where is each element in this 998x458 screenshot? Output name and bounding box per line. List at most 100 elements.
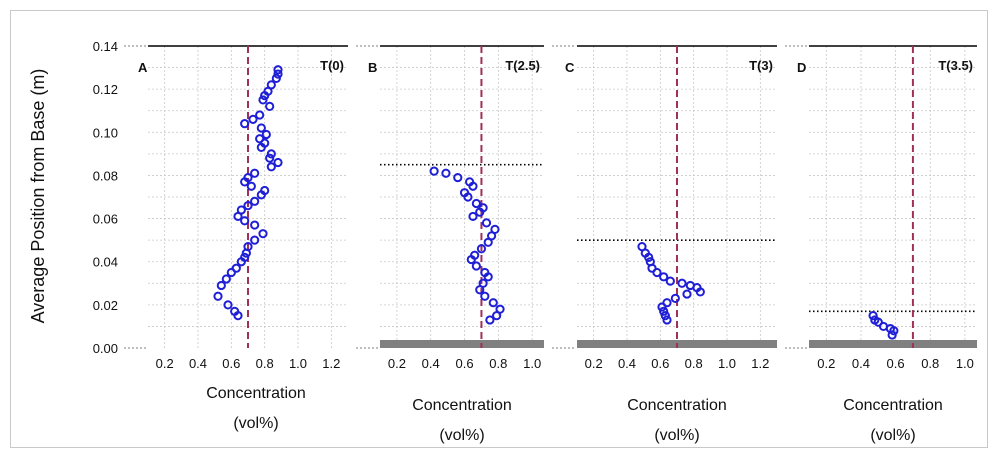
- x-axis-title-line1: Concentration: [412, 397, 512, 414]
- panel-d: 0.2 0.4 0.6 0.8 1.0 D T(3.5) Concentration (vol%…: [785, 45, 977, 444]
- data-point: [665, 276, 675, 286]
- data-point: [682, 289, 692, 299]
- x-tick-label: 1.0: [289, 356, 307, 371]
- x-axis-title-line1: Concentration: [206, 385, 306, 402]
- y-tick-label: 0.12: [93, 82, 118, 97]
- data-point: [476, 244, 487, 254]
- panel-letter: B: [368, 60, 377, 75]
- data-point: [256, 123, 266, 133]
- time-label: T(3.5): [938, 58, 973, 73]
- data-point: [468, 181, 478, 191]
- data-point: [233, 311, 243, 321]
- data-point: [258, 229, 268, 239]
- data-point: [273, 69, 283, 79]
- x-tick-label: 0.6: [455, 356, 473, 371]
- data-point: [492, 311, 502, 321]
- data-point: [481, 218, 492, 228]
- data-point: [475, 285, 485, 295]
- x-tick-label: 0.6: [651, 356, 669, 371]
- data-point: [216, 280, 226, 291]
- x-tick-label: 0.2: [156, 356, 174, 371]
- x-tick-label: 0.8: [921, 356, 939, 371]
- data-point: [659, 272, 669, 282]
- data-point: [246, 181, 256, 191]
- data-point: [453, 172, 463, 183]
- x-tick-label: 0.4: [852, 356, 870, 371]
- x-axis-title-line1: Concentration: [627, 397, 727, 414]
- data-point: [471, 261, 481, 271]
- panel-letter: C: [565, 60, 575, 75]
- data-point: [248, 114, 258, 124]
- time-label: T(3): [749, 58, 773, 73]
- data-point: [250, 235, 260, 245]
- data-point: [660, 311, 670, 321]
- data-point: [475, 207, 485, 217]
- data-point: [463, 192, 473, 202]
- data-point: [236, 257, 246, 267]
- data-point: [677, 278, 687, 288]
- x-tick-label: 0.8: [685, 356, 703, 371]
- data-point: [652, 267, 662, 278]
- x-axis-title-line2: (vol%): [654, 427, 699, 444]
- data-point: [240, 177, 250, 187]
- data-point: [240, 216, 250, 226]
- figure-frame: [10, 10, 988, 448]
- data-point: [662, 315, 672, 325]
- data-point: [256, 190, 266, 200]
- base-block: [380, 340, 544, 348]
- data-point: [266, 162, 276, 172]
- x-tick-label: 1.0: [718, 356, 736, 371]
- panel-a: 0.2 0.4 0.6 0.8 1.0 1.2 A T(0) Concentration (vol…: [124, 45, 348, 432]
- data-point: [223, 300, 233, 310]
- data-point: [261, 129, 271, 140]
- x-axis-title-line2: (vol%): [233, 415, 278, 432]
- y-axis: Average Position from Base (m) 0.00 0.02 0…: [28, 39, 118, 356]
- data-point: [889, 326, 899, 336]
- x-axis-title-line2: (vol%): [870, 427, 915, 444]
- y-tick-label: 0.06: [93, 212, 118, 227]
- data-point: [260, 91, 270, 101]
- data-point: [266, 149, 276, 159]
- y-tick-label: 0.00: [93, 341, 118, 356]
- x-tick-label: 0.4: [422, 356, 440, 371]
- data-point: [659, 306, 669, 316]
- data-point: [241, 248, 251, 258]
- data-point: [887, 330, 897, 340]
- panel-letter: D: [797, 60, 806, 75]
- x-tick-label: 0.2: [817, 356, 835, 371]
- data-point: [226, 267, 236, 278]
- data-point: [485, 315, 495, 325]
- x-tick-label: 1.2: [322, 356, 340, 371]
- data-point: [240, 119, 250, 129]
- data-point: [466, 254, 476, 265]
- data-point: [273, 65, 283, 75]
- data-point: [695, 287, 705, 297]
- data-point: [250, 220, 260, 230]
- data-point: [258, 95, 268, 105]
- data-point: [233, 211, 243, 222]
- x-tick-label: 0.6: [222, 356, 240, 371]
- data-point: [213, 291, 223, 301]
- data-point: [468, 211, 478, 222]
- base-block: [809, 340, 977, 348]
- x-tick-label: 0.4: [189, 356, 207, 371]
- x-tick-label: 0.6: [887, 356, 905, 371]
- y-tick-label: 0.02: [93, 298, 118, 313]
- time-label: T(0): [320, 58, 344, 73]
- data-point: [429, 166, 439, 176]
- data-point: [483, 272, 493, 282]
- data-point: [250, 196, 260, 206]
- x-tick-label: 1.2: [751, 356, 769, 371]
- x-axis-title-line2: (vol%): [439, 427, 484, 444]
- y-tick-label: 0.04: [93, 255, 118, 270]
- data-point: [488, 298, 498, 308]
- data-point: [243, 201, 253, 211]
- panel-b: 0.2 0.4 0.6 0.8 1.0 B T(2.5) Concentration (vol%…: [356, 45, 544, 444]
- time-label: T(2.5): [505, 58, 540, 73]
- x-tick-label: 1.0: [523, 356, 541, 371]
- data-point: [221, 274, 231, 284]
- data-point: [265, 153, 275, 163]
- data-point: [670, 293, 680, 303]
- x-tick-label: 0.4: [618, 356, 636, 371]
- data-point: [868, 311, 878, 321]
